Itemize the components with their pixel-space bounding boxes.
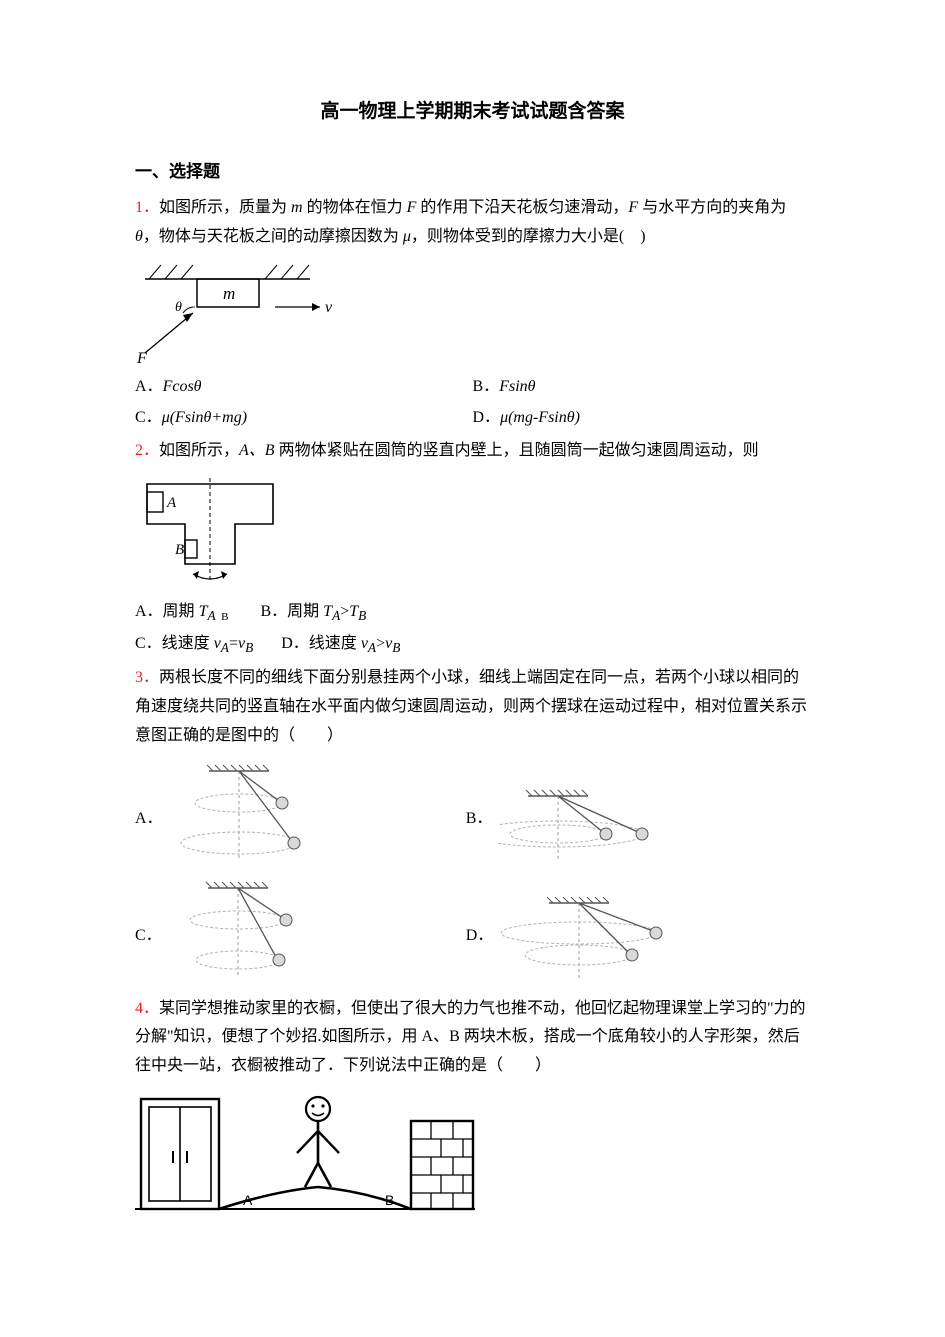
q1-F2: F <box>628 199 638 216</box>
q1-t1: 如图所示，质量为 <box>159 199 291 216</box>
q1-opts-row1: A．Fcosθ B．Fsinθ <box>135 373 810 402</box>
svg-text:θ: θ <box>175 300 182 315</box>
q1-optA: A．Fcosθ <box>135 373 473 402</box>
q3-optA-label: A． <box>135 805 163 834</box>
q3-optD-label: D． <box>466 922 494 951</box>
svg-text:B: B <box>175 542 184 558</box>
q2-optC: C．线速度 vA=vB <box>135 630 253 660</box>
q3-figA <box>169 761 319 866</box>
q1-t6: ，则物体受到的摩擦力大小是( ) <box>411 228 646 245</box>
q2-svg: A B <box>135 472 290 590</box>
q2-optA: A．周期 TA B <box>135 598 228 628</box>
q3-figD <box>499 893 689 983</box>
q4-svg: A B <box>135 1091 475 1216</box>
q3-optB-label: B． <box>466 805 493 834</box>
q3-figB <box>498 786 668 866</box>
q3-optB-cell: B． <box>466 786 810 866</box>
q3-figC <box>168 878 318 983</box>
q3-row1: A． B． <box>135 761 810 866</box>
q2-optB: B．周期 TA>TB <box>260 598 366 628</box>
svg-text:B: B <box>385 1192 394 1208</box>
q1-opts-row2: C．μ(Fsinθ+mg) D．μ(mg-Fsinθ) <box>135 404 810 433</box>
q1-t3: 的作用下沿天花板匀速滑动， <box>416 199 628 216</box>
q2-text: 2．如图所示，A、B 两物体紧贴在圆筒的竖直内壁上，且随圆筒一起做匀速圆周运动，… <box>135 437 810 466</box>
q1-svg: m v F θ <box>135 257 335 365</box>
q3-optC-cell: C． <box>135 878 466 983</box>
svg-text:A: A <box>243 1192 253 1208</box>
q1-t4: 与水平方向的夹角为 <box>638 199 786 216</box>
q3-optC-label: C． <box>135 922 162 951</box>
q1-text: 1．如图所示，质量为 m 的物体在恒力 F 的作用下沿天花板匀速滑动，F 与水平… <box>135 194 810 252</box>
q3-optD-cell: D． <box>466 893 810 983</box>
q4-figure: A B <box>135 1091 810 1216</box>
q1-t2: 的物体在恒力 <box>303 199 407 216</box>
q3-num: 3． <box>135 669 159 686</box>
q1-F: F <box>407 199 417 216</box>
q1-optC: C．μ(Fsinθ+mg) <box>135 404 473 433</box>
svg-text:F: F <box>136 350 147 365</box>
q3-optA-cell: A． <box>135 761 466 866</box>
q2-num: 2． <box>135 442 159 459</box>
q1-num: 1． <box>135 199 159 216</box>
q2-opts-row1: A．周期 TA B B．周期 TA>TB <box>135 598 810 628</box>
svg-text:v: v <box>325 299 333 316</box>
q1-optD: D．μ(mg-Fsinθ) <box>473 404 811 433</box>
q4-num: 4． <box>135 1000 159 1017</box>
q3-row2: C． D． <box>135 878 810 983</box>
q3-text: 3．两根长度不同的细线下面分别悬挂两个小球，细线上端固定在同一点，若两个小球以相… <box>135 664 810 750</box>
q2-opts-row2: C．线速度 vA=vB D．线速度 vA>vB <box>135 630 810 660</box>
q1-mu: μ <box>403 228 411 245</box>
q4-text: 4．某同学想推动家里的衣橱，但使出了很大的力气也推不动，他回忆起物理课堂上学习的… <box>135 995 810 1081</box>
page-title: 高一物理上学期期末考试试题含答案 <box>135 95 810 129</box>
q1-figure: m v F θ <box>135 257 810 365</box>
svg-text:m: m <box>223 284 235 303</box>
q2-optD: D．线速度 vA>vB <box>281 630 400 660</box>
q1-t5: ，物体与天花板之间的动摩擦因数为 <box>143 228 403 245</box>
q2-AB: A、B <box>239 442 275 459</box>
section-heading: 一、选择题 <box>135 157 810 188</box>
svg-text:A: A <box>166 495 177 511</box>
q1-m: m <box>291 199 303 216</box>
q2-figure: A B <box>135 472 810 590</box>
q1-theta: θ <box>135 228 143 245</box>
q1-optB: B．Fsinθ <box>473 373 811 402</box>
